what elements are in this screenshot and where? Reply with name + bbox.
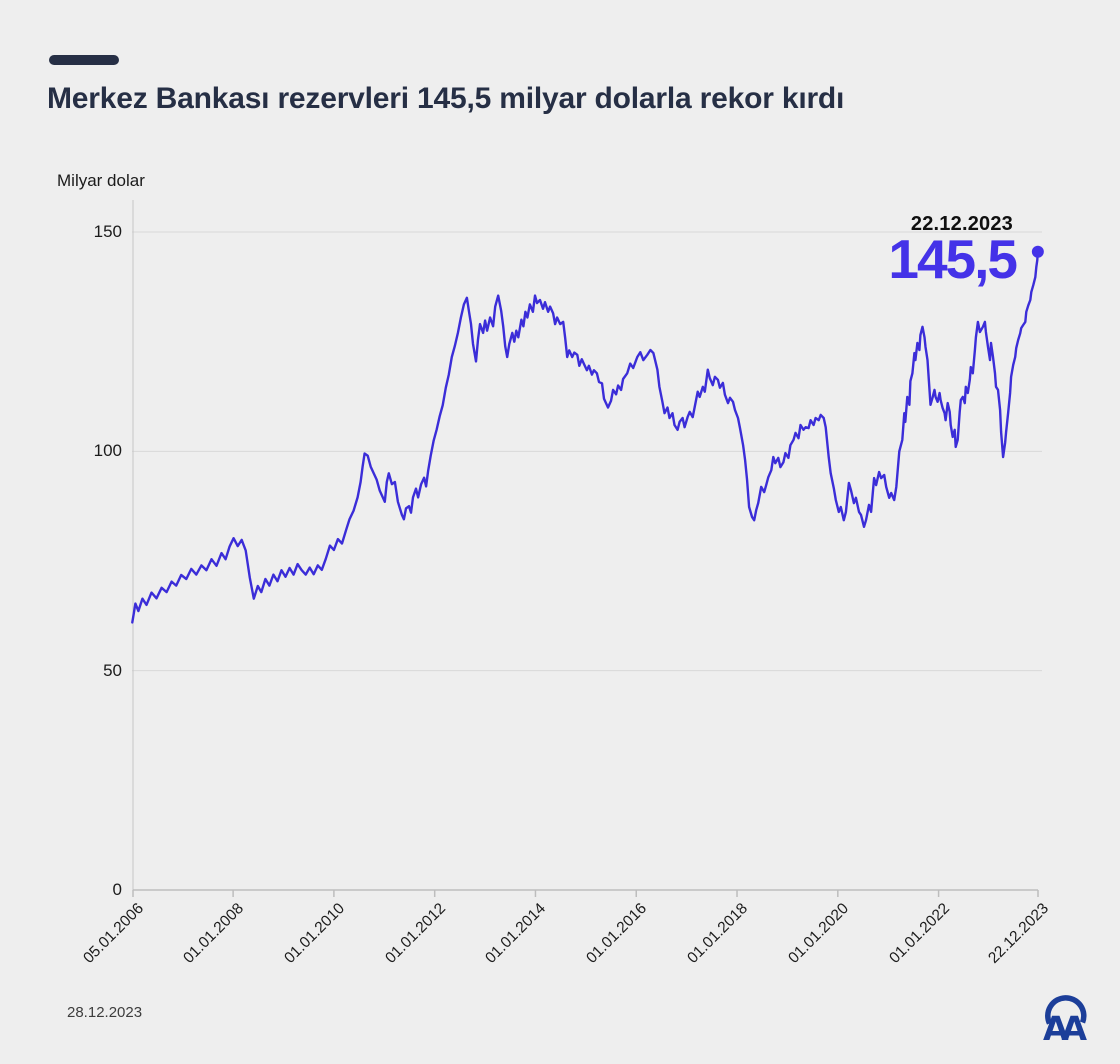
anadolu-agency-logo: AA: [1043, 995, 1095, 1043]
publication-date: 28.12.2023: [67, 1004, 143, 1021]
title-accent-dash: [49, 55, 119, 65]
page-title: Merkez Bankası rezervleri 145,5 milyar d…: [47, 82, 845, 115]
y-axis-label-0: 0: [112, 880, 122, 899]
last-value-dot: [1031, 245, 1044, 258]
y-axis-label-150: 150: [93, 222, 122, 241]
reserves-line: [131, 250, 1039, 624]
annotation-value: 145,5: [888, 228, 1018, 290]
y-axis-label-50: 50: [103, 660, 122, 680]
logo-text: AA: [1043, 1009, 1088, 1043]
y-axis-unit-label: Milyar dolar: [57, 171, 145, 190]
logo-arc-icon: [1045, 995, 1087, 1025]
y-axis-label-100: 100: [93, 441, 122, 461]
annotation-date: 22.12.2023: [910, 213, 1013, 235]
